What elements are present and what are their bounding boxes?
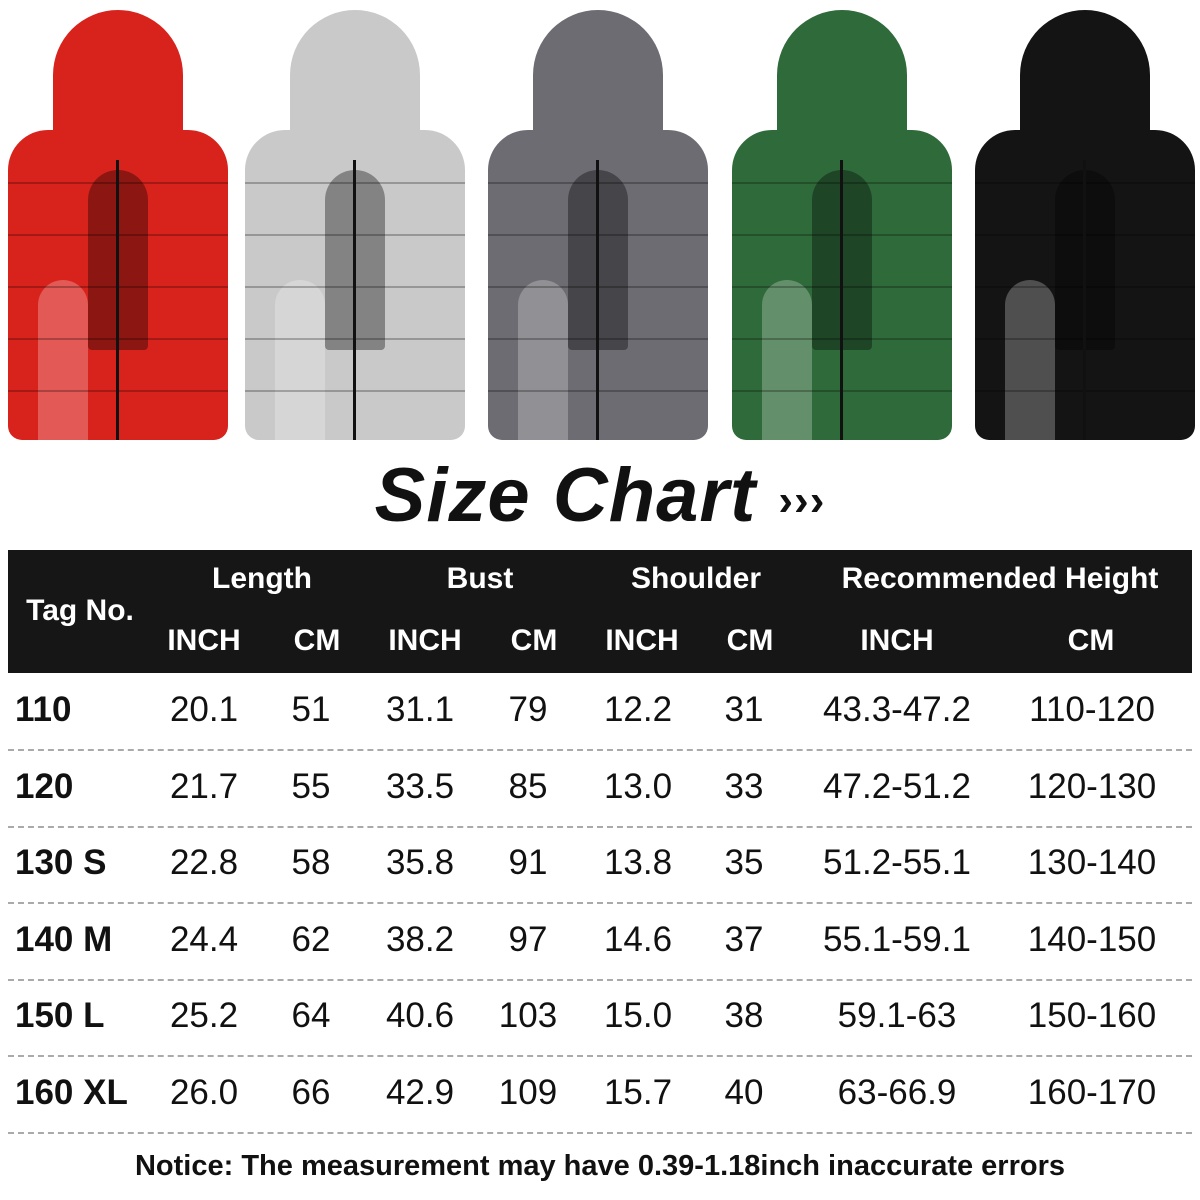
tag-cell: 160 XL <box>15 1072 128 1112</box>
tag-header: Tag No. <box>26 594 134 627</box>
value-cell: 109 <box>498 1072 558 1112</box>
value-cell: 51 <box>291 690 331 729</box>
value-cell: 97 <box>508 919 548 959</box>
tag-cell: 130 S <box>15 843 107 882</box>
value-cell: 40.6 <box>385 996 455 1035</box>
row-divider <box>8 749 1192 751</box>
table-header: Tag No. Length Bust Shoulder Recommended… <box>8 550 1192 673</box>
unit-header: CM <box>1067 624 1115 657</box>
unit-header: CM <box>510 624 558 657</box>
value-cell: 15.0 <box>603 996 673 1035</box>
value-cell: 140-150 <box>1027 919 1157 959</box>
group-header-shoulder: Shoulder <box>630 562 762 595</box>
vest-photo-red <box>8 10 228 480</box>
unit-header: INCH <box>388 624 462 657</box>
value-cell: 24.4 <box>169 919 239 959</box>
group-header-length: Length <box>212 562 312 595</box>
value-cell: 20.1 <box>169 690 239 729</box>
value-cell: 13.8 <box>603 843 673 882</box>
table-row: 120 21.7 55 33.5 85 13.0 33 47.2-51.2 120-130 <box>8 767 1192 843</box>
unit-header: INCH <box>167 624 241 657</box>
vest-photo-silver <box>245 10 465 480</box>
notice-text: Notice: The measurement may have 0.39-1.… <box>134 1150 1066 1182</box>
value-cell: 91 <box>508 843 548 882</box>
page-title: Size Chart ››› <box>374 453 826 538</box>
unit-header: CM <box>293 624 341 657</box>
value-cell: 14.6 <box>603 919 673 959</box>
unit-header: INCH <box>605 624 679 657</box>
table-row: 150 L 25.2 64 40.6 103 15.0 38 59.1-63 150-160 <box>8 996 1192 1072</box>
value-cell: 64 <box>291 996 331 1035</box>
value-cell: 120-130 <box>1027 766 1157 806</box>
value-cell: 62 <box>291 919 331 959</box>
table-row: 130 S 22.8 58 35.8 91 13.8 35 51.2-55.1 130-140 <box>8 843 1192 919</box>
value-cell: 55 <box>291 766 331 806</box>
value-cell: 79 <box>508 690 548 729</box>
value-cell: 66 <box>291 1072 331 1112</box>
table-row: 140 M 24.4 62 38.2 97 14.6 37 55.1-59.1 140-150 <box>8 920 1192 996</box>
vest-photo-gray <box>488 10 708 480</box>
group-header-bust: Bust <box>446 562 514 595</box>
vest-photo-black <box>975 10 1195 480</box>
row-divider <box>8 978 1192 981</box>
value-cell: 33.5 <box>385 766 455 806</box>
value-cell: 55.1-59.1 <box>823 919 971 959</box>
value-cell: 47.2-51.2 <box>823 766 971 806</box>
value-cell: 33 <box>724 766 764 806</box>
row-divider <box>8 825 1192 828</box>
group-header-height: Recommended Height <box>841 562 1159 595</box>
value-cell: 26.0 <box>169 1072 239 1112</box>
value-cell: 22.8 <box>169 843 239 882</box>
value-cell: 130-140 <box>1027 843 1157 882</box>
value-cell: 21.7 <box>169 766 239 806</box>
value-cell: 38 <box>724 996 764 1035</box>
value-cell: 110-120 <box>1029 690 1155 729</box>
tag-cell: 140 M <box>15 919 113 959</box>
arrows-icon: ››› <box>778 475 826 525</box>
value-cell: 37 <box>724 919 764 959</box>
value-cell: 13.0 <box>603 766 673 806</box>
tag-cell: 150 L <box>15 996 105 1035</box>
value-cell: 150-160 <box>1027 996 1157 1035</box>
unit-header: CM <box>726 624 774 657</box>
value-cell: 59.1-63 <box>837 996 957 1035</box>
tag-cell: 120 <box>15 766 74 806</box>
value-cell: 31 <box>724 690 764 729</box>
value-cell: 25.2 <box>169 996 239 1035</box>
value-cell: 85 <box>508 766 548 806</box>
value-cell: 15.7 <box>603 1072 673 1112</box>
unit-header: INCH <box>860 624 934 657</box>
value-cell: 35 <box>724 843 764 882</box>
row-divider <box>8 1131 1192 1134</box>
row-divider <box>8 1055 1192 1057</box>
value-cell: 58 <box>291 843 331 882</box>
value-cell: 160-170 <box>1027 1072 1157 1112</box>
value-cell: 35.8 <box>385 843 455 882</box>
vest-photo-green <box>732 10 952 480</box>
value-cell: 42.9 <box>385 1072 455 1112</box>
value-cell: 103 <box>498 996 558 1035</box>
table-row: 110 20.1 51 31.1 79 12.2 31 43.3-47.2 110-120 <box>8 690 1192 766</box>
table-row: 160 XL 26.0 66 42.9 109 15.7 40 63-66.9 160-170 <box>8 1073 1192 1149</box>
value-cell: 38.2 <box>385 919 455 959</box>
value-cell: 12.2 <box>603 690 673 729</box>
tag-cell: 110 <box>15 690 72 729</box>
value-cell: 31.1 <box>385 690 455 729</box>
value-cell: 40 <box>724 1072 764 1112</box>
row-divider <box>8 902 1192 904</box>
value-cell: 63-66.9 <box>837 1072 957 1112</box>
value-cell: 51.2-55.1 <box>823 843 971 882</box>
value-cell: 43.3-47.2 <box>823 690 971 729</box>
